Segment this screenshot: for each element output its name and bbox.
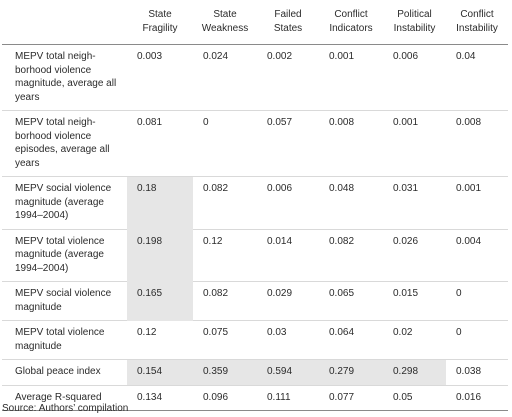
value-cell: 0.029: [257, 281, 319, 321]
row-label: MEPV social violence magnitude (average …: [2, 176, 127, 230]
value-cell: 0.008: [319, 110, 383, 177]
value-cell: 0.111: [257, 385, 319, 411]
value-cell: 0.031: [383, 176, 446, 230]
table-row: MEPV total violence magnitude (average 1…: [2, 229, 508, 282]
row-label: MEPV total violence magnitude: [2, 320, 127, 360]
value-cell: 0.048: [319, 176, 383, 230]
table-row: MEPV total violence magnitude 0.12 0.075 0.…: [2, 320, 508, 360]
value-cell: 0.001: [383, 110, 446, 177]
value-cell: 0.082: [319, 229, 383, 282]
value-cell: 0.081: [127, 110, 193, 177]
column-header: Failed States: [257, 0, 319, 45]
value-cell: 0.024: [193, 44, 257, 111]
column-header: State Weakness: [193, 0, 257, 45]
table-row: MEPV total neigh-borhood violence episod…: [2, 110, 508, 177]
value-cell: 0.064: [319, 320, 383, 360]
column-header: Political Instability: [383, 0, 446, 45]
table-row: MEPV social violence magnitude (average …: [2, 176, 508, 230]
value-cell: 0.198: [127, 229, 193, 282]
source-note: Source: Authors’ compilation: [2, 403, 129, 414]
value-cell: 0.001: [319, 44, 383, 111]
value-cell: 0.12: [127, 320, 193, 360]
column-header: Conflict Indicators: [319, 0, 383, 45]
table-body: MEPV total neigh-borhood violence magnit…: [2, 44, 508, 411]
value-cell: 0.002: [257, 44, 319, 111]
value-cell: 0.359: [193, 359, 257, 386]
value-cell: 0.298: [383, 359, 446, 386]
value-cell: 0.006: [257, 176, 319, 230]
value-cell: 0.082: [193, 281, 257, 321]
value-cell: 0.279: [319, 359, 383, 386]
value-cell: 0.008: [446, 110, 508, 177]
value-cell: 0.075: [193, 320, 257, 360]
value-cell: 0: [193, 110, 257, 177]
value-cell: 0.057: [257, 110, 319, 177]
value-cell: 0.026: [383, 229, 446, 282]
value-cell: 0.001: [446, 176, 508, 230]
value-cell: 0.02: [383, 320, 446, 360]
value-cell: 0.004: [446, 229, 508, 282]
value-cell: 0: [446, 281, 508, 321]
header-row: State Fragility State Weakness Failed Stat…: [2, 0, 508, 45]
column-header: Conflict Instability: [446, 0, 508, 45]
row-label: Average R-squared: [2, 385, 127, 411]
table-row: MEPV social violence magnitude 0.165 0.082…: [2, 281, 508, 321]
value-cell: 0.594: [257, 359, 319, 386]
value-cell: 0.038: [446, 359, 508, 386]
value-cell: 0.18: [127, 176, 193, 230]
table-row: Average R-squared 0.134 0.096 0.111 0.077 0.0…: [2, 385, 508, 411]
row-label: Global peace index: [2, 359, 127, 386]
value-cell: 0.016: [446, 385, 508, 411]
row-label: MEPV social violence magnitude: [2, 281, 127, 321]
value-cell: 0.006: [383, 44, 446, 111]
row-label: MEPV total neigh-borhood violence magnit…: [2, 44, 127, 111]
value-cell: 0.082: [193, 176, 257, 230]
row-label: MEPV total neigh-borhood violence episod…: [2, 110, 127, 177]
value-cell: 0.03: [257, 320, 319, 360]
row-label: MEPV total violence magnitude (average 1…: [2, 229, 127, 282]
table-row: Global peace index 0.154 0.359 0.594 0.279 0.…: [2, 359, 508, 386]
header-blank: [2, 0, 127, 45]
value-cell: 0.04: [446, 44, 508, 111]
value-cell: 0.077: [319, 385, 383, 411]
value-cell: 0.003: [127, 44, 193, 111]
results-table: State Fragility State Weakness Failed Stat…: [2, 0, 508, 411]
value-cell: 0.096: [193, 385, 257, 411]
value-cell: 0.015: [383, 281, 446, 321]
value-cell: 0.014: [257, 229, 319, 282]
value-cell: 0.05: [383, 385, 446, 411]
value-cell: 0.134: [127, 385, 193, 411]
value-cell: 0.12: [193, 229, 257, 282]
value-cell: 0.065: [319, 281, 383, 321]
column-header: State Fragility: [127, 0, 193, 45]
value-cell: 0: [446, 320, 508, 360]
table-row: MEPV total neigh-borhood violence magnit…: [2, 44, 508, 111]
value-cell: 0.154: [127, 359, 193, 386]
value-cell: 0.165: [127, 281, 193, 321]
